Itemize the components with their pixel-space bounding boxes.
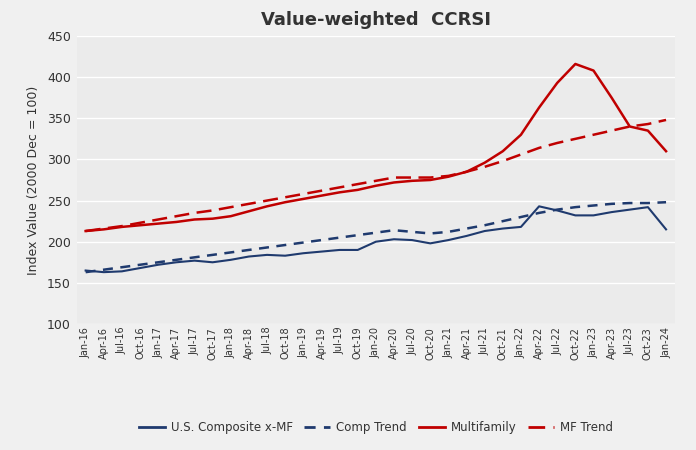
Legend: U.S. Composite x-MF, Comp Trend, Multifamily, MF Trend: U.S. Composite x-MF, Comp Trend, Multifa… [134,416,618,439]
Y-axis label: Index Value (2000 Dec = 100): Index Value (2000 Dec = 100) [27,86,40,274]
Title: Value-weighted  CCRSI: Value-weighted CCRSI [261,11,491,29]
